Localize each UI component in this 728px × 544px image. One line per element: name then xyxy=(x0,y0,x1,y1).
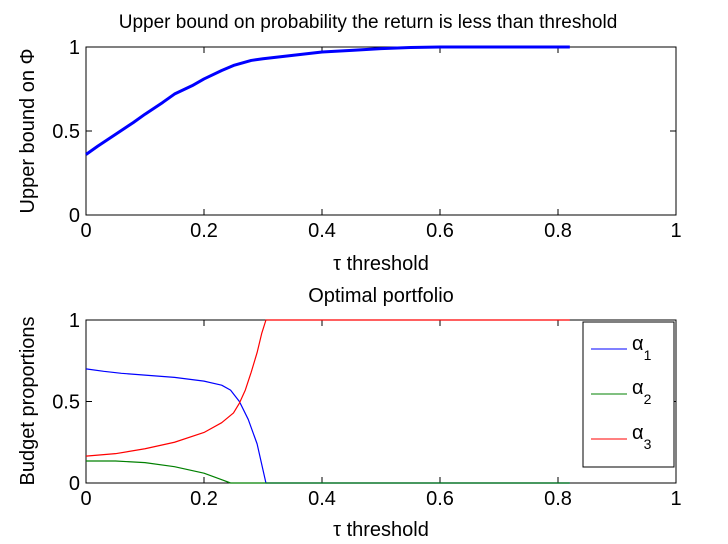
bottom-x-tick-label: 0.8 xyxy=(544,488,572,510)
top-y-tick-label: 0.5 xyxy=(52,121,80,143)
bottom-plot-area xyxy=(85,319,677,484)
optimal-portfolio-chart: Optimal portfolio Budget proportions τ t… xyxy=(17,285,682,541)
bottom-y-tick-label: 0.5 xyxy=(52,392,80,414)
top-series-line-0 xyxy=(85,45,570,156)
top-y-tick-label: 0 xyxy=(69,205,80,227)
top-x-tick-label: 0 xyxy=(80,220,91,242)
bottom-series-line-alpha1 xyxy=(85,368,570,484)
legend-label-alpha2: α2 xyxy=(632,377,652,407)
bottom-x-tick-label: 0.2 xyxy=(190,488,218,510)
bottom-y-tick-label: 1 xyxy=(69,310,80,332)
top-x-tick-label: 0.8 xyxy=(544,220,572,242)
bottom-chart-title: Optimal portfolio xyxy=(308,285,454,307)
legend-entry-alpha2: α2 xyxy=(591,377,652,407)
bottom-y-axis-label: Budget proportions xyxy=(17,316,39,485)
bottom-x-tick-label: 1 xyxy=(670,488,681,510)
probability-bound-chart: Upper bound on probability the return is… xyxy=(17,12,682,275)
bottom-y-tick-label: 0 xyxy=(69,473,80,495)
top-x-tick-label: 0.6 xyxy=(426,220,454,242)
top-x-tick-label: 0.4 xyxy=(308,220,336,242)
top-chart-title: Upper bound on probability the return is… xyxy=(119,12,618,33)
bottom-series-line-alpha2 xyxy=(86,460,570,484)
legend-entry-alpha1: α1 xyxy=(591,333,652,363)
legend-entry-alpha3: α3 xyxy=(591,422,652,452)
top-x-tick-label: 1 xyxy=(670,220,681,242)
bottom-axis-ticks: 0 0.2 0.4 0.6 0.8 1 0 0.5 1 xyxy=(52,310,681,510)
bottom-x-tick-label: 0.6 xyxy=(426,488,454,510)
top-series-group xyxy=(85,45,570,156)
top-y-axis-label: Upper bound on Φ xyxy=(17,49,39,214)
top-plot-area xyxy=(85,46,677,216)
legend-label-alpha3: α3 xyxy=(632,422,652,452)
legend: α1 α2 α3 xyxy=(582,321,675,468)
top-y-tick-label: 1 xyxy=(69,37,80,59)
bottom-x-tick-label: 0.4 xyxy=(308,488,336,510)
top-x-tick-label: 0.2 xyxy=(190,220,218,242)
bottom-series-line-alpha3 xyxy=(85,319,570,457)
bottom-series-group xyxy=(85,319,570,484)
bottom-x-tick-label: 0 xyxy=(80,488,91,510)
legend-label-alpha1: α1 xyxy=(632,333,652,363)
top-x-axis-label: τ threshold xyxy=(333,253,429,275)
bottom-x-axis-label: τ threshold xyxy=(333,519,429,541)
top-axis-ticks: 0 0.2 0.4 0.6 0.8 1 0 0.5 1 xyxy=(52,37,681,242)
